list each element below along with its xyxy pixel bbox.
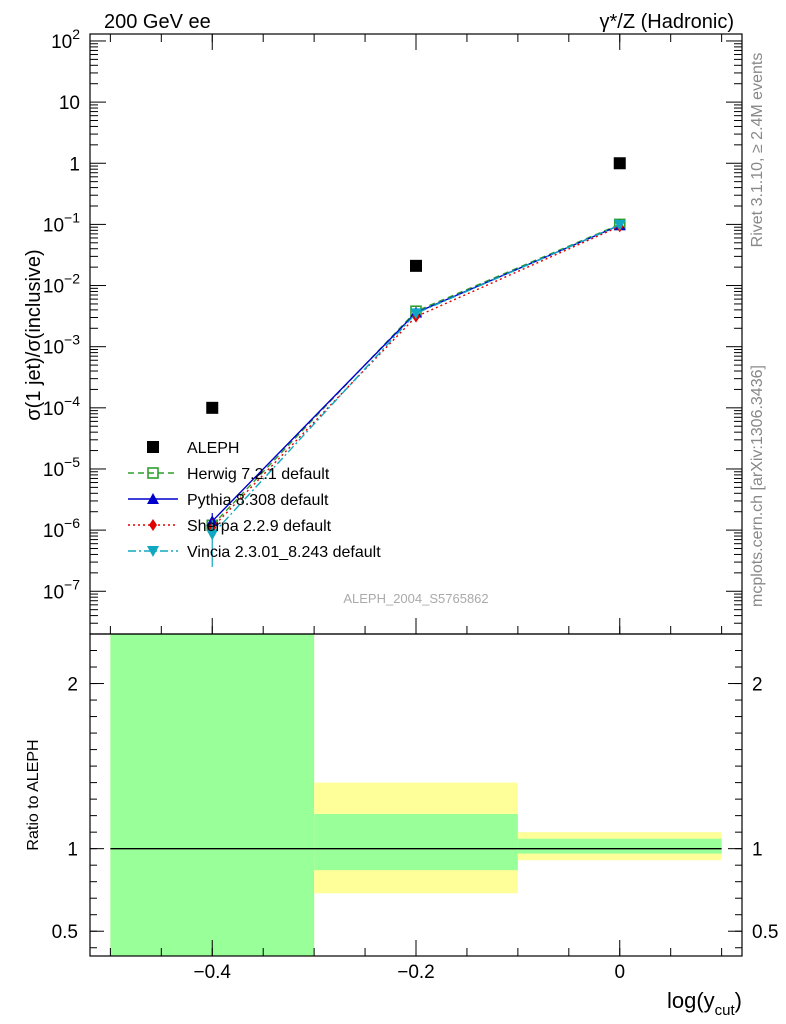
legend-item-data: ALEPH bbox=[147, 440, 239, 457]
main-y-axis-label: σ(1 jet)/σ(inclusive) bbox=[23, 249, 45, 420]
main-y-tick-exponent: −6 bbox=[64, 515, 80, 531]
ratio-y-tick-label-right: 1 bbox=[752, 840, 763, 861]
main-y-tick-label: 10−5 bbox=[43, 454, 80, 481]
x-tick-label: −0.2 bbox=[397, 962, 435, 983]
point-data bbox=[613, 157, 626, 170]
main-y-tick-label: 10−2 bbox=[43, 271, 80, 298]
legend-marker-data bbox=[147, 441, 159, 453]
point-data bbox=[410, 259, 422, 272]
series-vincia bbox=[206, 219, 626, 567]
main-y-tick-base: 10 bbox=[43, 399, 64, 420]
main-y-tick-base: 10 bbox=[43, 277, 64, 298]
legend-marker-herwig bbox=[147, 467, 159, 479]
analysis-watermark: ALEPH_2004_S5765862 bbox=[343, 591, 488, 606]
ratio-y-tick-label: 0.5 bbox=[52, 922, 78, 943]
chart-title-right: γ*/Z (Hadronic) bbox=[600, 11, 734, 33]
legend-item-herwig: Herwig 7.2.1 default bbox=[128, 466, 330, 483]
ratio-y-axis-label: Ratio to ALEPH bbox=[25, 739, 42, 850]
main-y-tick-exponent: −3 bbox=[64, 332, 80, 348]
x-axis-label: log(ycut) bbox=[667, 988, 742, 1019]
main-y-tick-exponent: 2 bbox=[72, 26, 80, 42]
main-y-tick-base: 10 bbox=[43, 521, 64, 542]
main-y-tick-label: 10−6 bbox=[43, 515, 80, 542]
legend-marker-sherpa bbox=[149, 519, 157, 531]
ratio-band-inner-0 bbox=[110, 634, 315, 956]
main-y-tick-base: 10 bbox=[43, 460, 64, 481]
ratio-y-tick-label-right: 0.5 bbox=[752, 922, 778, 943]
main-y-tick-label: 10−4 bbox=[43, 393, 80, 420]
main-y-tick-exponent: −7 bbox=[64, 576, 80, 592]
chart-title-left: 200 GeV ee bbox=[104, 11, 211, 33]
series-data bbox=[206, 157, 626, 414]
ratio-y-tick-label-right: 2 bbox=[752, 675, 763, 696]
legend-item-vincia: Vincia 2.3.01_8.243 default bbox=[128, 544, 381, 561]
legend-item-pythia: Pythia 8.308 default bbox=[128, 492, 329, 509]
ratio-band-inner-2 bbox=[517, 838, 722, 854]
point-vincia bbox=[613, 219, 626, 231]
main-y-tick-base: 10 bbox=[43, 582, 64, 603]
rivet-version-label: Rivet 3.1.10, ≥ 2.4M events bbox=[749, 53, 766, 248]
series-line-sherpa bbox=[211, 225, 621, 529]
legend-marker-vincia bbox=[147, 546, 159, 557]
main-y-tick-label: 10−7 bbox=[43, 576, 80, 603]
main-y-tick-base: 10 bbox=[51, 32, 72, 53]
legend-item-sherpa: Sherpa 2.2.9 default bbox=[128, 518, 332, 535]
legend-marker-pythia bbox=[147, 493, 159, 504]
legend: ALEPH Herwig 7.2.1 default Pythia 8.308 de… bbox=[128, 440, 381, 561]
ratio-y-tick-label: 2 bbox=[67, 675, 78, 696]
legend-label-sherpa: Sherpa 2.2.9 default bbox=[187, 518, 332, 535]
legend-label-vincia: Vincia 2.3.01_8.243 default bbox=[187, 544, 381, 561]
legend-label-herwig: Herwig 7.2.1 default bbox=[187, 466, 330, 483]
legend-label-pythia: Pythia 8.308 default bbox=[187, 492, 329, 509]
main-y-tick-exponent: −1 bbox=[64, 209, 80, 225]
main-y-tick-base: 10 bbox=[43, 215, 64, 236]
main-y-tick-label: 10−3 bbox=[43, 332, 80, 359]
main-y-tick-base: 10 bbox=[43, 338, 64, 359]
x-tick-label: −0.4 bbox=[193, 962, 231, 983]
main-y-tick-label: 102 bbox=[51, 26, 80, 53]
point-data bbox=[206, 401, 219, 414]
mcplots-reference-label: mcplots.cern.ch [arXiv:1306.3436] bbox=[749, 365, 766, 607]
point-vincia bbox=[206, 529, 219, 541]
main-series bbox=[206, 157, 626, 567]
legend-label-data: ALEPH bbox=[187, 440, 239, 457]
x-axis-label-main: log(y bbox=[667, 988, 715, 1013]
main-frame bbox=[89, 33, 743, 635]
point-vincia bbox=[410, 308, 422, 320]
ratio-axes: 0.5 0.5 1 1 2 2 −0.4 −0.2 0 bbox=[52, 34, 778, 983]
main-y-tick-label: 10−1 bbox=[43, 209, 80, 236]
main-y-tick-base: 1 bbox=[69, 154, 80, 175]
main-y-tick-exponent: −5 bbox=[64, 454, 80, 470]
ratio-band-inner-1 bbox=[314, 813, 518, 871]
main-y-tick-label: 1 bbox=[69, 154, 80, 175]
main-y-tick-label: 10 bbox=[59, 93, 80, 114]
main-y-tick-exponent: −2 bbox=[64, 271, 80, 287]
x-axis-label-close: ) bbox=[735, 988, 742, 1013]
ratio-uncertainty-bands bbox=[110, 634, 722, 956]
x-axis-label-subscript: cut bbox=[715, 1002, 736, 1019]
ratio-y-tick-label: 1 bbox=[67, 840, 78, 861]
main-y-tick-exponent: −4 bbox=[64, 393, 80, 409]
x-tick-label: 0 bbox=[614, 962, 625, 983]
main-y-tick-base: 10 bbox=[59, 93, 80, 114]
